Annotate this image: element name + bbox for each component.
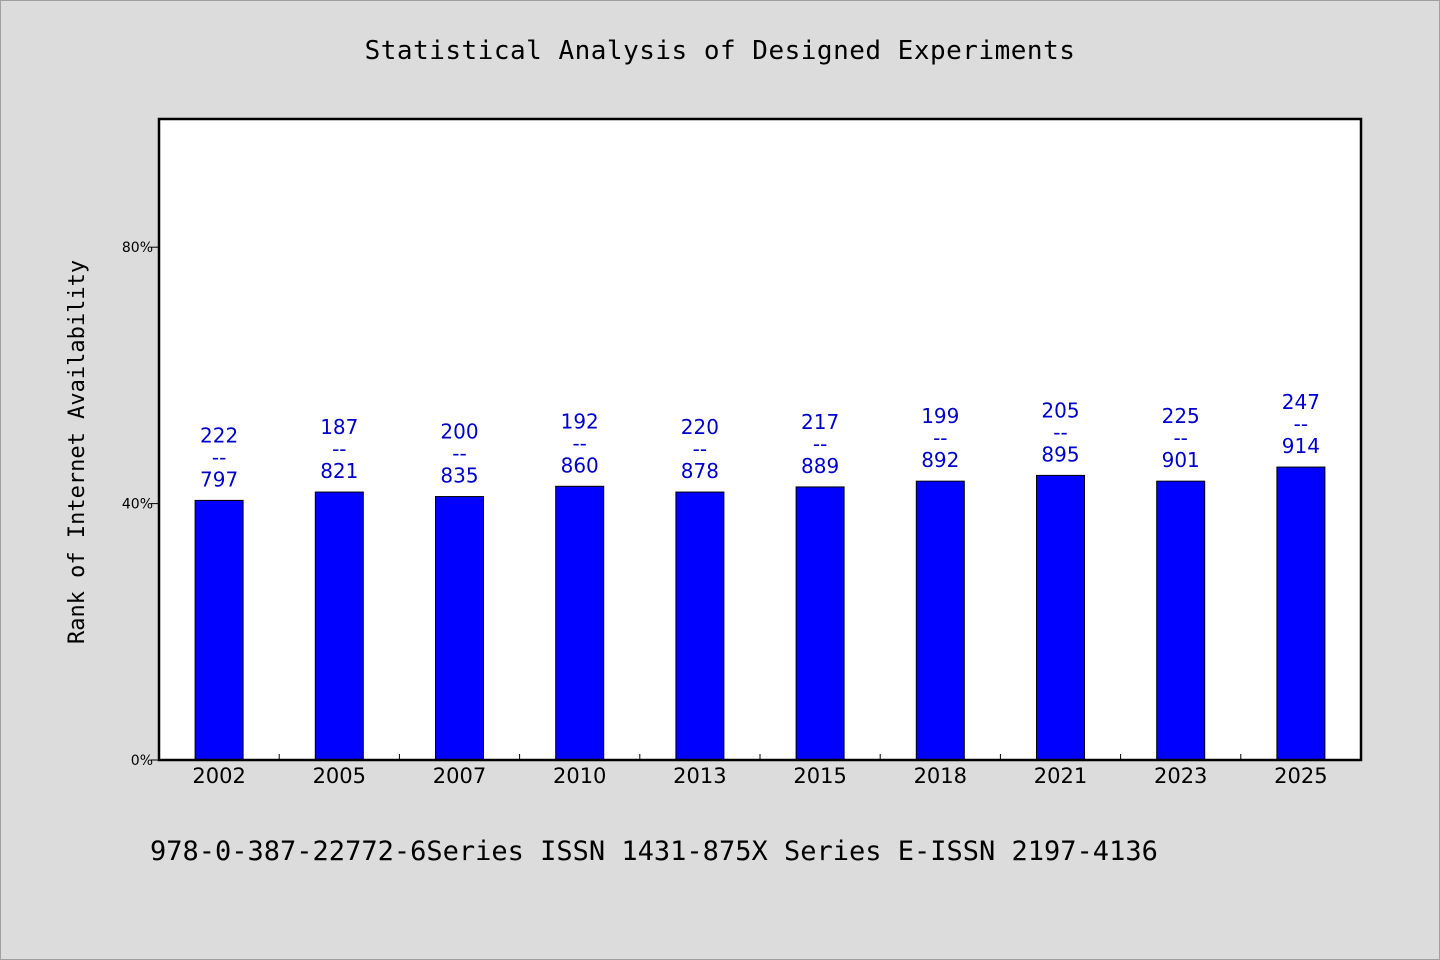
bar-label-2018-line-3: 892 bbox=[921, 448, 959, 472]
bar-label-2025-line-2: -- bbox=[1294, 412, 1308, 436]
bar-labels-layer: 222--797187--821200--835192--860220--878… bbox=[200, 390, 1320, 491]
x-tick-label-2005: 2005 bbox=[313, 764, 366, 788]
bar-label-2007-line-3: 835 bbox=[440, 464, 478, 488]
bar-label-2007-line-2: -- bbox=[452, 442, 466, 466]
x-tick-label-2010: 2010 bbox=[553, 764, 606, 788]
y-tick-label-2: 80% bbox=[122, 240, 153, 256]
x-tick-label-2023: 2023 bbox=[1154, 764, 1207, 788]
bar-2021 bbox=[1036, 474, 1085, 761]
bars-layer bbox=[194, 466, 1326, 761]
x-axis: 2002 2005 2007 2010 2013 2015 2018 2021 2023 2025 bbox=[192, 754, 1328, 788]
bar-label-2018-line-1: 199 bbox=[921, 404, 959, 428]
bar-label-2023-line-2: -- bbox=[1173, 426, 1187, 450]
y-tick-label-0: 0% bbox=[131, 753, 153, 769]
x-tick-label-2002: 2002 bbox=[192, 764, 245, 788]
bar-2010 bbox=[555, 485, 605, 761]
bar-2023 bbox=[1156, 480, 1206, 761]
bar-label-2023-line-3: 901 bbox=[1162, 448, 1200, 472]
bar-label-2021-line-2: -- bbox=[1053, 420, 1067, 444]
bar-2015 bbox=[795, 486, 845, 761]
bar-2013 bbox=[675, 491, 725, 761]
bar-label-2025-line-3: 914 bbox=[1282, 434, 1320, 458]
bar-2025 bbox=[1276, 466, 1326, 761]
bar-label-2002-line-2: -- bbox=[212, 445, 226, 469]
x-tick-label-2013: 2013 bbox=[673, 764, 726, 788]
footer-isbn-text: 978-0-387-22772-6Series ISSN 1431-875X S… bbox=[150, 836, 1158, 867]
bar-label-2013-line-3: 878 bbox=[681, 459, 719, 483]
y-tick-label-1: 40% bbox=[122, 497, 153, 513]
bar-label-2018-line-2: -- bbox=[933, 426, 947, 450]
bar-2018 bbox=[915, 480, 965, 761]
bar-label-2023-line-1: 225 bbox=[1162, 404, 1200, 428]
bar-label-2013-line-2: -- bbox=[693, 437, 707, 461]
bar-2005 bbox=[314, 491, 364, 761]
bar-label-2025-line-1: 247 bbox=[1282, 390, 1320, 414]
bar-2007 bbox=[435, 496, 484, 761]
bar-label-2005-line-2: -- bbox=[332, 437, 346, 461]
x-tick-label-2007: 2007 bbox=[433, 764, 486, 788]
y-axis: 0% 40% 80% bbox=[122, 240, 159, 769]
bar-label-2005-line-1: 187 bbox=[320, 415, 358, 439]
y-axis-label: Rank of Internet Availability bbox=[65, 260, 90, 644]
bar-label-2013-line-1: 220 bbox=[681, 415, 719, 439]
bar-label-2015-line-1: 217 bbox=[801, 410, 839, 434]
bar-label-2015-line-3: 889 bbox=[801, 454, 839, 478]
bar-label-2021-line-3: 895 bbox=[1041, 442, 1079, 466]
x-tick-label-2015: 2015 bbox=[793, 764, 846, 788]
bar-label-2002-line-3: 797 bbox=[200, 467, 238, 491]
bar-label-2015-line-2: -- bbox=[813, 432, 827, 456]
x-tick-label-2025: 2025 bbox=[1274, 764, 1327, 788]
bar-label-2007-line-1: 200 bbox=[440, 420, 478, 444]
bar-label-2010-line-2: -- bbox=[572, 431, 586, 455]
bar-label-2021-line-1: 205 bbox=[1041, 398, 1079, 422]
bar-label-2010-line-1: 192 bbox=[561, 409, 599, 433]
bar-label-2002-line-1: 222 bbox=[200, 423, 238, 447]
bar-label-2005-line-3: 821 bbox=[320, 459, 358, 483]
x-tick-label-2018: 2018 bbox=[914, 764, 967, 788]
bar-label-2010-line-3: 860 bbox=[561, 453, 599, 477]
x-tick-label-2021: 2021 bbox=[1034, 764, 1087, 788]
plot-border bbox=[157, 117, 1363, 762]
bar-2002 bbox=[194, 499, 244, 761]
chart-title: Statistical Analysis of Designed Experim… bbox=[364, 36, 1076, 66]
